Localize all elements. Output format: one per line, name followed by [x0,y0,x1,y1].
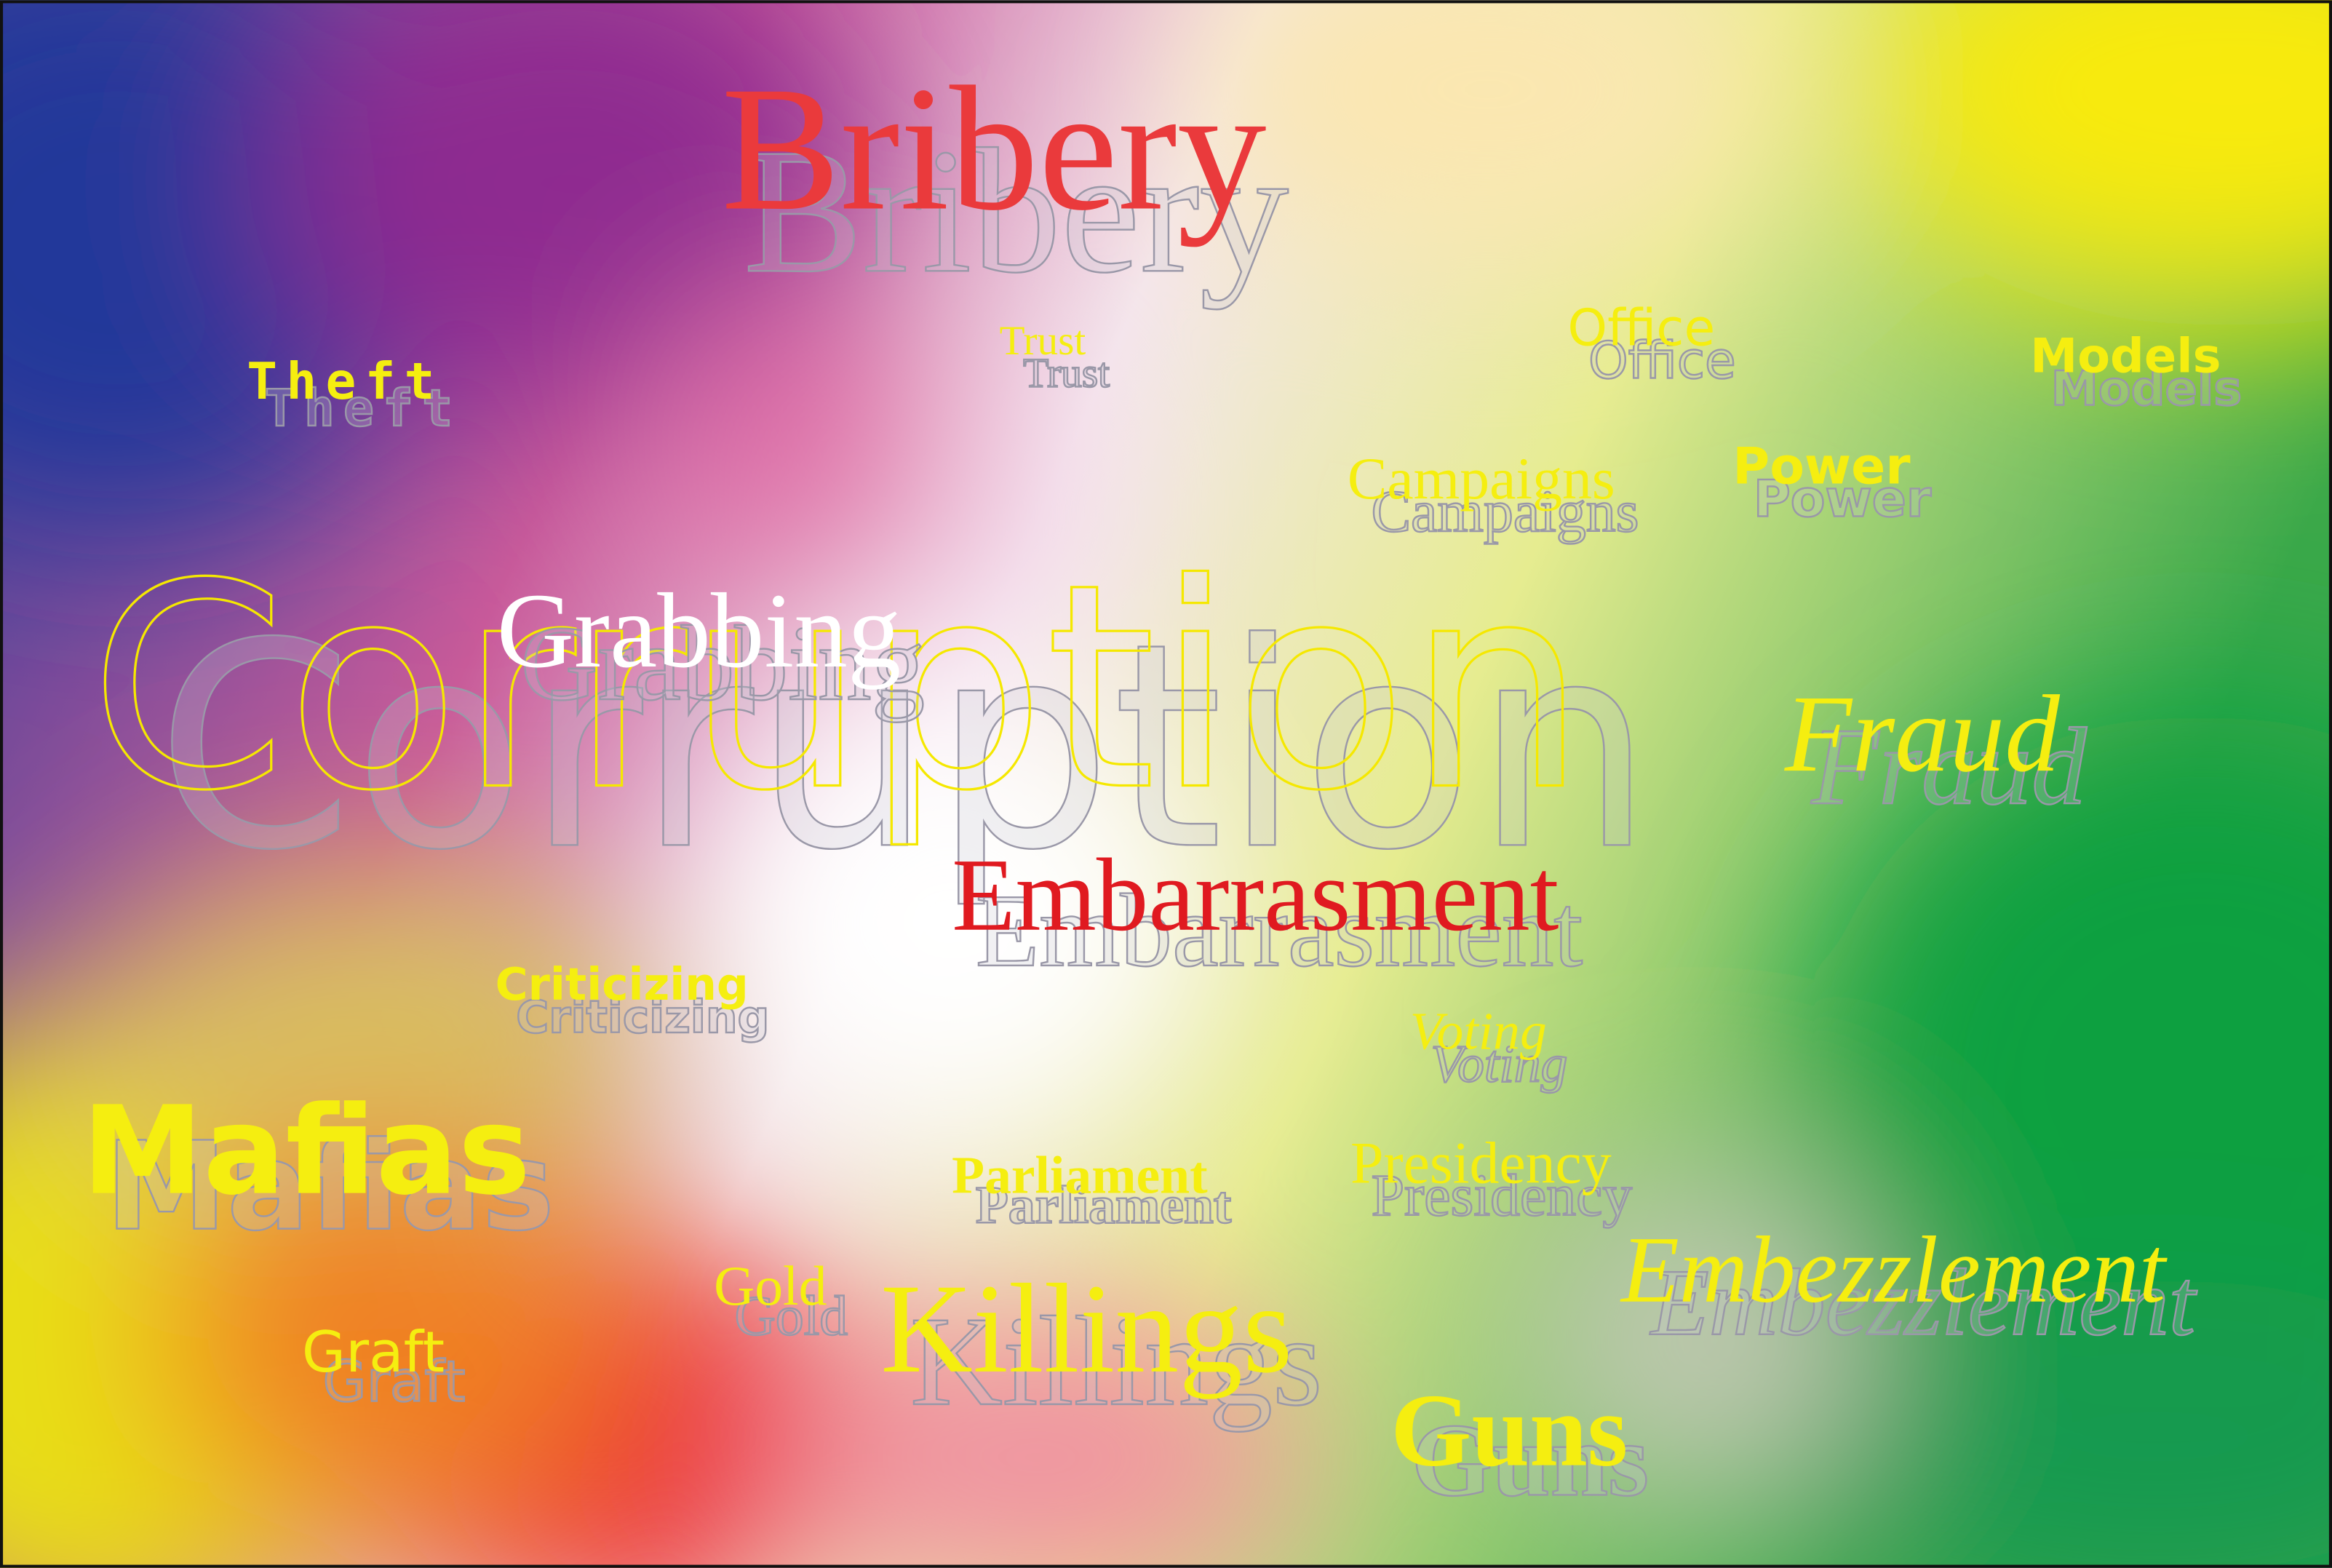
word-shadow: Mafias [106,1115,554,1258]
word-shadow: Graft [323,1350,466,1415]
word: Grabbing [497,571,902,690]
word-shadow: Parliament [976,1174,1232,1234]
word-shadow: Power [1754,470,1932,529]
word: Corruption [89,524,1587,853]
word-shadow: Grabbing [520,604,925,723]
word-shadow: Embarrasment [976,872,1583,988]
word: Mafias [81,1080,530,1222]
word: Trust [1000,318,1086,364]
word-shadow: Trust [1023,351,1110,397]
word-shadow: Killings [910,1291,1322,1433]
word: Killings [880,1258,1292,1400]
word-shadow: Models [2051,361,2243,416]
word-shadow: Campaigns [1372,478,1639,544]
word: Graft [302,1320,445,1385]
word: Gold [714,1254,827,1317]
word-shadow: Embezzlement [1649,1250,2197,1356]
word-shadow: Corruption [156,583,1654,912]
word: Parliament [952,1145,1208,1205]
word: Criticizing [496,959,749,1011]
word-shadow: Guns [1412,1402,1649,1518]
word-shadow: Theft [265,379,461,438]
word-shadow: Fraud [1811,705,2088,827]
word: Campaigns [1348,445,1615,512]
word-shadow: Presidency [1372,1162,1633,1228]
word: Bribery [721,49,1266,247]
word: Presidency [1350,1129,1612,1195]
word-shadow: Gold [735,1284,848,1347]
word: Models [2030,328,2221,383]
word: Fraud [1784,672,2061,795]
word: Embezzlement [1620,1217,2168,1323]
word-shadow: Office [1588,331,1736,390]
word: Theft [247,352,443,411]
word: Voting [1410,1000,1547,1060]
word: Embarrasment [952,837,1559,952]
word: Power [1732,437,1911,496]
word-shadow: Bribery [744,112,1289,310]
word: Office [1567,299,1715,358]
word-shadow: Criticizing [516,992,769,1043]
word-shadow: Voting [1430,1033,1567,1093]
word: Guns [1390,1372,1628,1488]
